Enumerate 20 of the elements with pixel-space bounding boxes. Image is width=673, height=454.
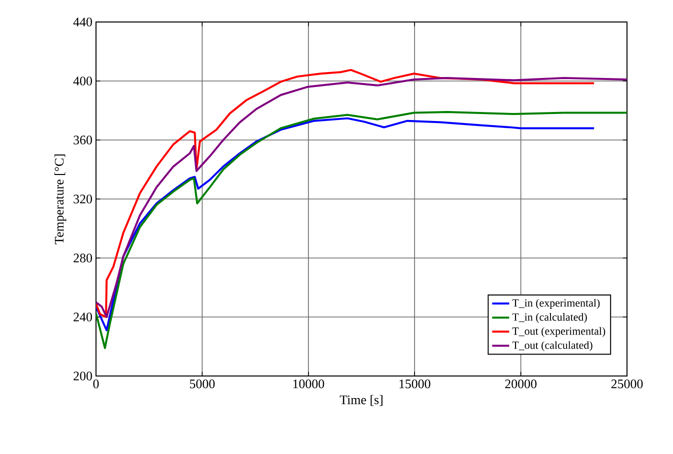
x-tick-label: 10000 <box>293 380 324 388</box>
legend-label: T_out (calculated) <box>512 341 592 352</box>
y-tick-label: 320 <box>74 194 92 204</box>
legend-label: T_in (calculated) <box>512 313 587 323</box>
x-tick-label: 15000 <box>400 380 430 388</box>
y-axis-title: Temperature [°C] <box>54 154 66 244</box>
line-series <box>96 110 628 349</box>
x-tick-label: 5000 <box>190 380 215 388</box>
y-tick-label: 200 <box>74 372 92 380</box>
x-tick-label: 0 <box>93 380 99 388</box>
y-tick-label: 440 <box>73 18 92 26</box>
x-tick-label: 25000 <box>611 380 643 388</box>
y-tick-label: 240 <box>74 312 92 322</box>
legend-label: T_out (experimental) <box>512 327 606 338</box>
y-tick-label: 280 <box>74 254 92 262</box>
y-tick-label: 400 <box>73 76 92 86</box>
x-axis-title: Time [s] <box>340 395 382 406</box>
x-tick-label: 20000 <box>505 380 536 388</box>
y-tick-label: 360 <box>74 136 92 144</box>
legend-label: T_in (experimental) <box>512 298 600 309</box>
